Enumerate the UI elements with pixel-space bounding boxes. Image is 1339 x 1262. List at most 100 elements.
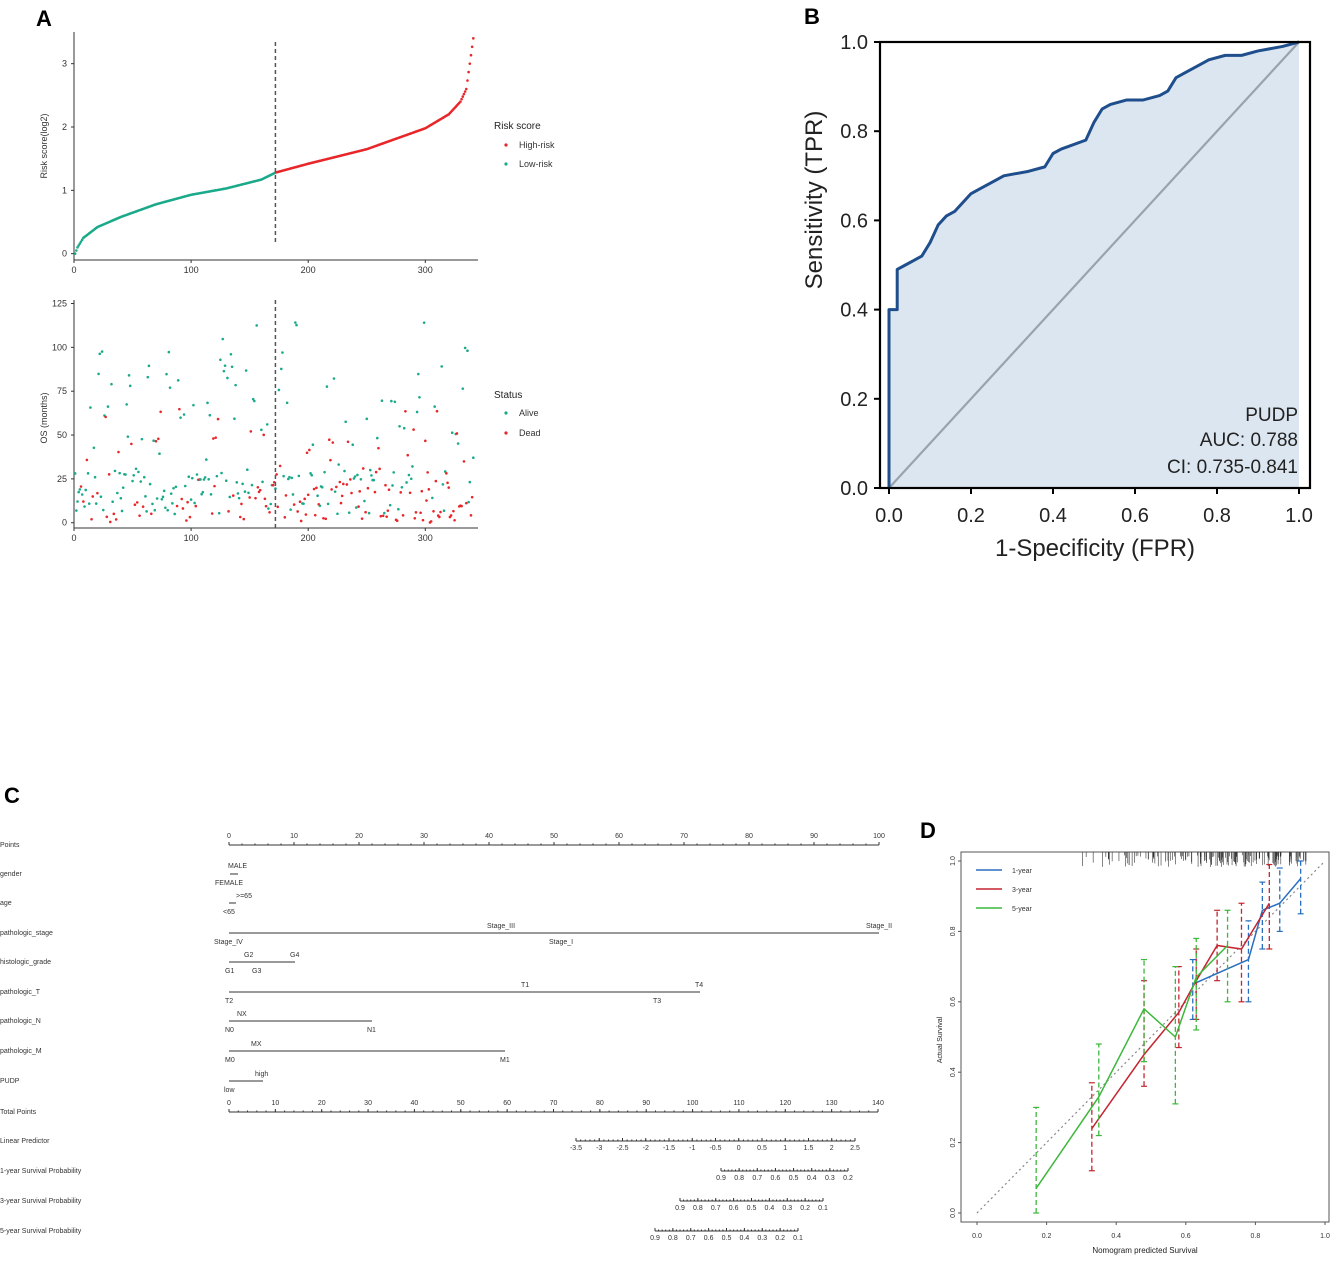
status-point-alive [265, 423, 269, 426]
status-point-dead [408, 491, 412, 495]
y-tick-label: 25 [57, 474, 67, 484]
x-tick-label: 300 [418, 533, 433, 543]
x-tick-label: 0.0 [875, 505, 903, 527]
scale-tick-label: 20 [355, 833, 363, 840]
status-point-alive [152, 439, 155, 443]
status-point-alive [206, 401, 209, 405]
y-tick-label: 0.2 [950, 1138, 957, 1148]
scale-tick-label: 100 [687, 1100, 699, 1107]
scale-tick-label: 0.2 [775, 1235, 785, 1242]
status-point-alive [388, 503, 392, 507]
scale-tick-label: 90 [642, 1100, 650, 1107]
t-t1: T1 [521, 982, 529, 989]
status-point-alive [261, 480, 264, 484]
status-point-dead [181, 507, 185, 510]
y-axis-title: Actual Survival [937, 1016, 944, 1063]
status-point-alive [99, 495, 103, 499]
status-point-alive [219, 358, 222, 362]
status-point-alive [255, 324, 258, 327]
status-point-dead [453, 518, 456, 522]
status-point-alive [158, 452, 161, 456]
row-label-1-year-survival-probability: 1-year Survival Probability [0, 1168, 82, 1175]
status-point-dead [449, 514, 453, 517]
status-point-dead [395, 519, 399, 523]
status-point-dead [159, 410, 162, 414]
scale-tick-label: 90 [810, 833, 818, 840]
status-point-dead [91, 495, 95, 498]
status-point-dead [313, 513, 317, 517]
status-point-dead [178, 407, 181, 411]
scale-tick-label: 0.5 [757, 1145, 767, 1152]
status-point-dead [432, 509, 435, 513]
status-point-dead [429, 520, 433, 523]
status-point-dead [185, 519, 188, 522]
status-point-alive [223, 364, 227, 367]
risk-score-plot: Risk score(log2) 0 100 200 300 0 1 2 3 Risk sco… [39, 32, 555, 275]
status-point-alive [333, 490, 337, 493]
risk-point-high-risk [463, 90, 467, 93]
status-point-dead [299, 519, 303, 523]
calibration-line-1-year [1192, 878, 1302, 985]
status-point-alive [277, 388, 281, 392]
status-point-dead [387, 488, 391, 492]
panel-a-label: A [36, 6, 52, 31]
status-point-alive [224, 479, 228, 483]
scale-tick-label: 0.8 [668, 1235, 678, 1242]
status-point-alive [336, 512, 339, 516]
m-m0: M0 [225, 1057, 235, 1064]
status-point-dead [339, 501, 343, 505]
status-point-alive [131, 479, 134, 483]
status-point-alive [144, 495, 147, 498]
status-point-dead [306, 493, 310, 497]
status-point-alive [155, 497, 159, 500]
t-t4: T4 [695, 982, 703, 989]
scale-tick-label: 0 [227, 833, 231, 840]
grade-g4: G4 [290, 952, 299, 959]
scale-tick-label: 60 [615, 833, 623, 840]
scale-tick-label: 0.5 [747, 1205, 757, 1212]
status-point-alive [220, 471, 223, 475]
status-point-dead [452, 509, 455, 513]
status-point-dead [248, 496, 251, 499]
status-point-alive [461, 387, 465, 390]
risk-point-low-risk [78, 242, 82, 245]
risk-point-high-risk [462, 92, 466, 96]
status-point-alive [120, 509, 124, 513]
auc-label: AUC: 0.788 [1200, 430, 1298, 451]
x-tick-label: 1.0 [1320, 1233, 1330, 1240]
grade-g1: G1 [225, 968, 234, 975]
scale-tick-label: 0.3 [825, 1175, 835, 1182]
status-point-alive [375, 436, 379, 440]
status-point-alive [310, 473, 314, 477]
scale-tick-label: 0.4 [740, 1235, 750, 1242]
status-point-alive [354, 506, 358, 509]
status-point-alive [285, 401, 289, 405]
status-point-dead [254, 496, 257, 500]
status-point-alive [140, 437, 144, 441]
status-point-alive [409, 477, 413, 481]
status-point-alive [168, 386, 172, 389]
status-point-alive [200, 492, 203, 496]
scale-tick-label: 2 [830, 1145, 834, 1152]
x-axis-title: Nomogram predicted Survival [1092, 1246, 1198, 1255]
scale-tick-label: 80 [596, 1100, 604, 1107]
status-point-dead [276, 505, 280, 509]
status-point-alive [80, 493, 84, 496]
status-point-alive [228, 495, 232, 499]
panel-b-label: B [804, 4, 820, 29]
status-point-dead [327, 438, 331, 442]
row-label-age: age [0, 900, 12, 907]
y-tick-label: 0.6 [950, 997, 957, 1007]
status-point-dead [135, 501, 139, 504]
scale-tick-label: 0.1 [818, 1205, 828, 1212]
status-point-alive [199, 478, 202, 481]
status-point-alive [325, 385, 329, 388]
n-n1: N1 [367, 1027, 376, 1034]
row-label-total-points: Total Points [0, 1109, 37, 1116]
status-point-dead [262, 433, 266, 437]
status-point-alive [222, 369, 226, 373]
status-point-alive [443, 470, 447, 473]
scale-tick-label: 100 [873, 833, 885, 840]
status-point-alive [302, 502, 305, 505]
risk-point-low-risk [73, 252, 77, 255]
